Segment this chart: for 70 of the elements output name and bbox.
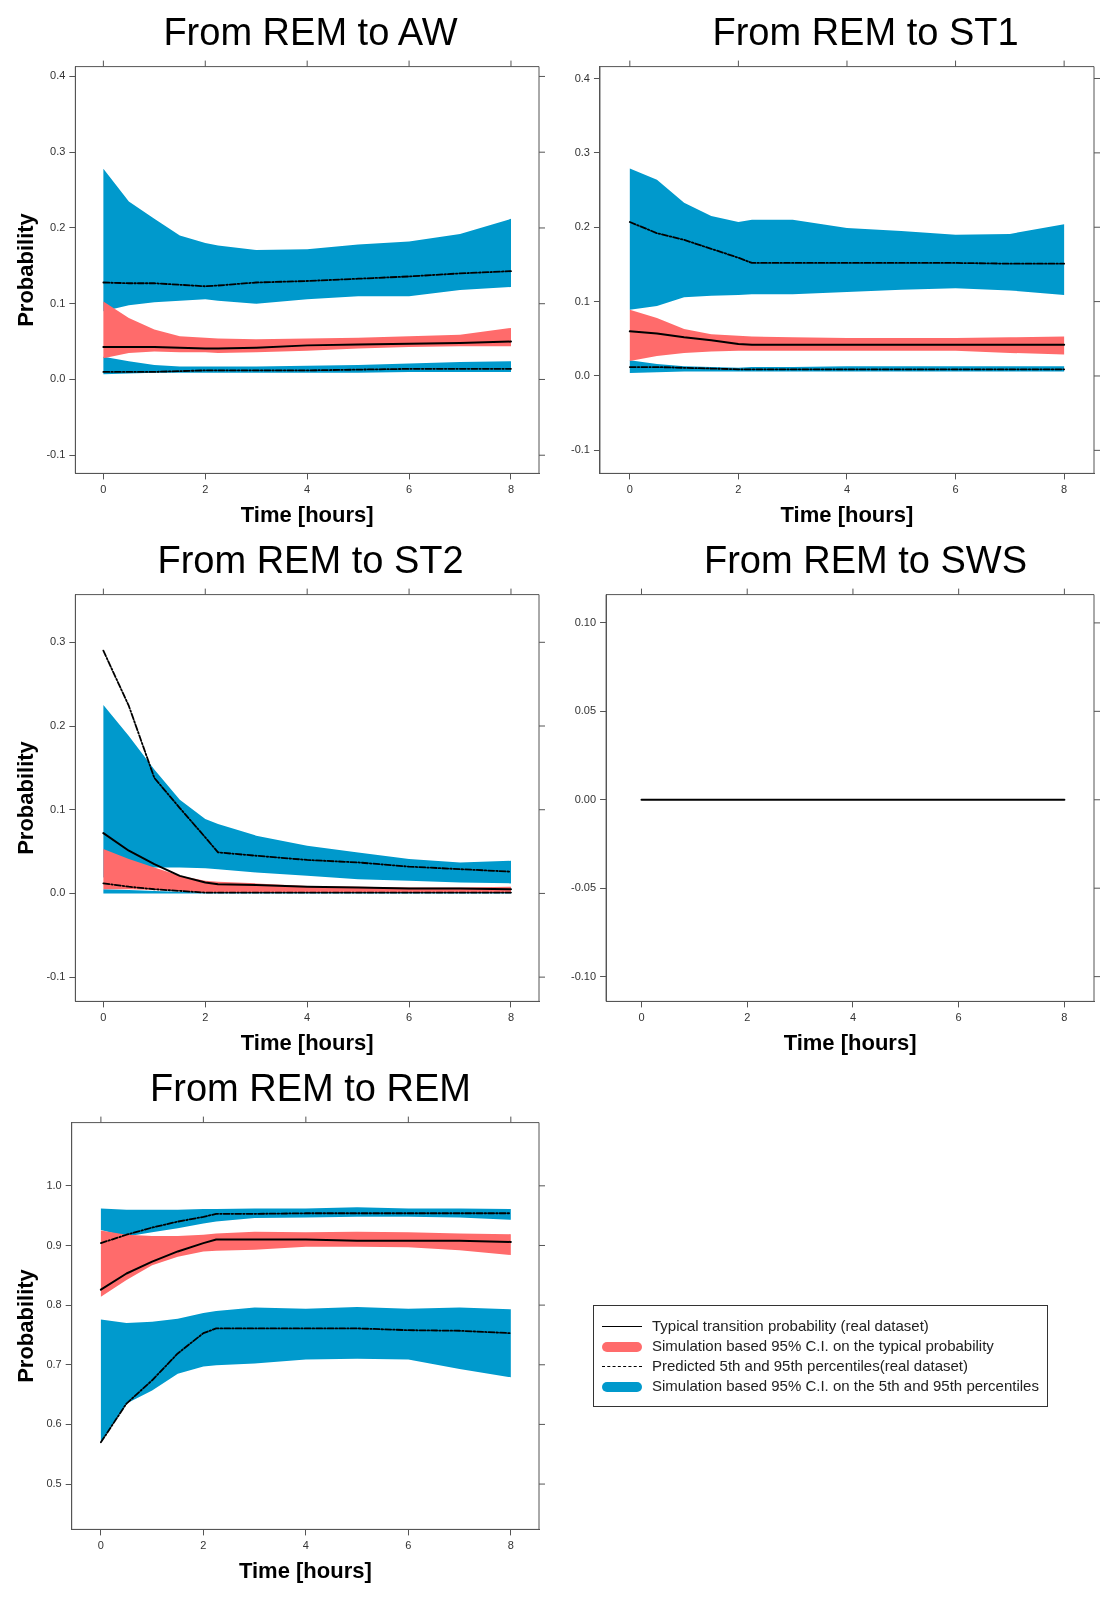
y-tick-label: 0.0	[50, 886, 66, 899]
legend-label: Typical transition probability (real dataset)	[652, 1316, 929, 1334]
x-tick-label: 8	[507, 483, 515, 496]
x-tick-label: 4	[304, 483, 311, 496]
x-tick-label: 8	[507, 1539, 514, 1552]
y-tick-label: 0.3	[50, 145, 66, 158]
y-tick-label: 0.0	[574, 369, 590, 382]
legend-label: Simulation based 95% C.I. on the typical probability	[652, 1336, 994, 1354]
x-tick-label: 2	[735, 483, 742, 496]
chart-title: From REM to SWS	[703, 538, 1028, 583]
x-axis-title: Time [hours]	[783, 1029, 917, 1055]
y-tick-label: -0.1	[46, 970, 66, 983]
y-tick-label: -0.10	[570, 969, 597, 982]
x-tick-label: 6	[955, 1011, 962, 1024]
legend-label: Predicted 5th and 95th percentiles(real dataset)	[652, 1356, 969, 1374]
x-tick-label: 6	[405, 1539, 412, 1552]
x-tick-label: 6	[952, 483, 959, 496]
x-axis-title: Time [hours]	[780, 501, 914, 527]
x-tick-label: 4	[849, 1011, 857, 1024]
y-tick-label: 0.8	[46, 1298, 62, 1311]
x-tick-label: 0	[626, 483, 633, 496]
y-tick-label: 1.0	[46, 1178, 62, 1191]
chart-title: From REM to ST1	[711, 10, 1020, 55]
chart-title: From REM to REM	[149, 1066, 472, 1111]
chart-title: From REM to ST2	[156, 538, 465, 583]
x-tick-label: 0	[100, 1011, 107, 1024]
x-tick-label: 0	[638, 1011, 645, 1024]
x-tick-label: 2	[744, 1011, 751, 1024]
x-tick-label: 8	[1061, 483, 1068, 496]
x-tick-label: 4	[304, 1011, 311, 1024]
y-tick-label: 0.1	[50, 802, 66, 815]
y-tick-label: 0.9	[46, 1238, 62, 1251]
y-tick-label: 0.00	[574, 792, 597, 805]
x-tick-label: 2	[202, 1011, 209, 1024]
x-tick-label: 6	[406, 483, 413, 496]
x-tick-label: 0	[100, 483, 107, 496]
y-tick-label: 0.1	[50, 296, 66, 309]
x-tick-label: 4	[843, 483, 851, 496]
x-axis-title: Time [hours]	[240, 1029, 374, 1055]
y-tick-label: 0.3	[574, 145, 590, 158]
x-tick-label: 2	[200, 1539, 207, 1552]
x-tick-label: 2	[202, 483, 209, 496]
y-tick-label: 0.2	[574, 220, 590, 233]
y-axis-title: Probability	[13, 1268, 39, 1383]
y-tick-label: 0.2	[50, 220, 66, 233]
y-tick-label: 0.10	[574, 615, 597, 628]
y-tick-label: 0.4	[574, 71, 590, 84]
y-tick-label: 0.05	[574, 704, 597, 717]
y-tick-label: 0.0	[50, 372, 66, 385]
y-tick-label: 0.3	[50, 635, 66, 648]
x-tick-label: 6	[406, 1011, 413, 1024]
x-axis-title: Time [hours]	[240, 501, 374, 527]
y-tick-label: 0.5	[46, 1477, 62, 1490]
y-tick-label: 0.4	[50, 69, 66, 82]
y-axis-title: Probability	[13, 740, 39, 855]
y-tick-label: 0.7	[46, 1357, 62, 1370]
y-tick-label: -0.1	[570, 443, 590, 456]
x-tick-label: 0	[97, 1539, 104, 1552]
x-tick-label: 8	[507, 1011, 515, 1024]
y-tick-label: 0.1	[574, 294, 590, 307]
chart-title: From REM to AW	[162, 10, 459, 55]
y-tick-label: 0.6	[46, 1417, 62, 1430]
x-tick-label: 4	[302, 1539, 309, 1552]
y-tick-label: -0.1	[46, 448, 66, 461]
y-tick-label: 0.2	[50, 719, 66, 732]
y-axis-title: Probability	[13, 212, 39, 327]
x-tick-label: 8	[1061, 1011, 1068, 1024]
y-tick-label: -0.05	[570, 881, 597, 894]
x-axis-title: Time [hours]	[238, 1557, 372, 1583]
legend-label: Simulation based 95% C.I. on the 5th and 95th percentiles	[652, 1376, 1039, 1394]
